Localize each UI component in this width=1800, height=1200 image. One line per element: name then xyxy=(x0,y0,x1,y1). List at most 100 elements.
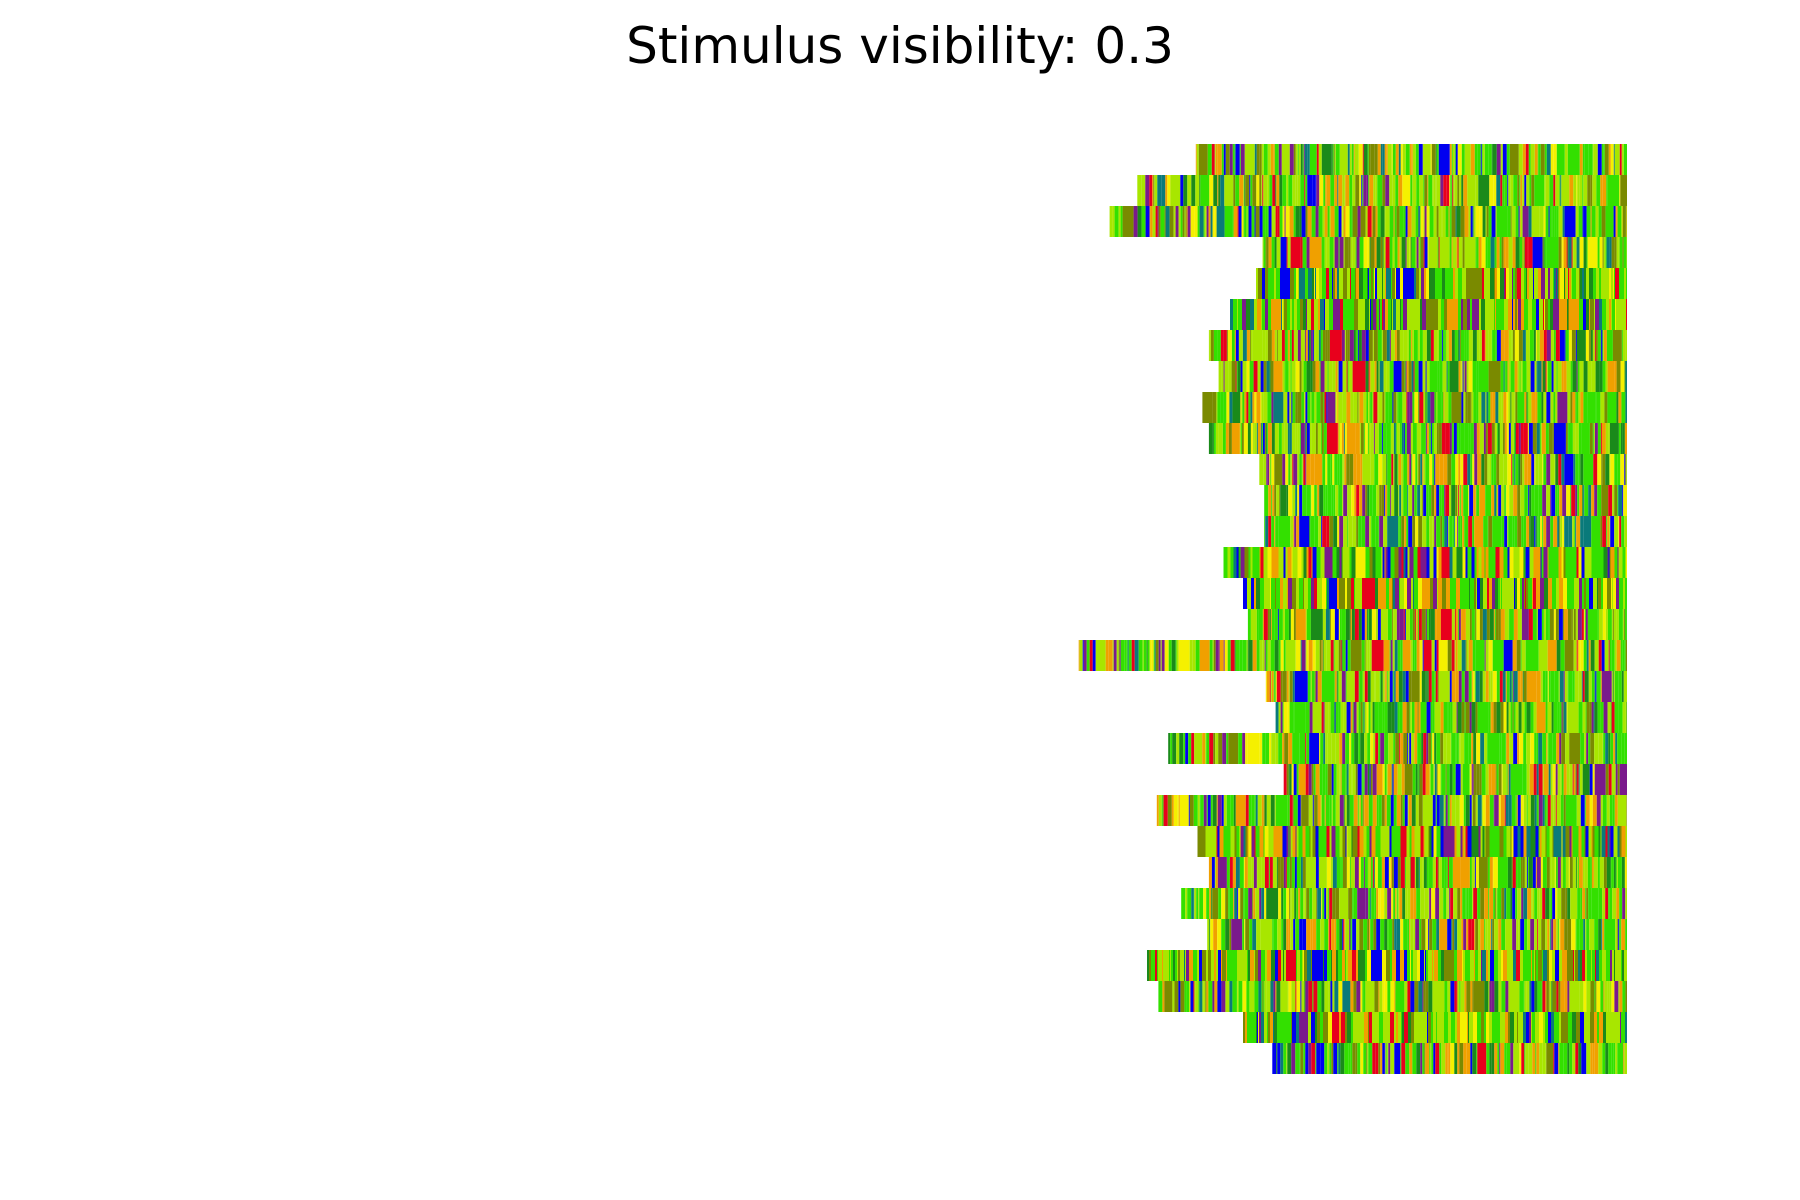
raster-stripe xyxy=(1546,857,1550,888)
raster-stripe xyxy=(1586,888,1589,919)
raster-stripe xyxy=(1481,330,1485,361)
raster-stripe xyxy=(1311,1012,1315,1043)
raster-stripe xyxy=(1469,702,1472,733)
raster-stripe xyxy=(1436,733,1441,764)
raster-stripe xyxy=(1254,795,1256,826)
raster-stripe xyxy=(1542,361,1546,392)
raster-stripe xyxy=(1519,175,1521,206)
raster-stripe xyxy=(1588,330,1590,361)
raster-stripe xyxy=(1372,702,1375,733)
raster-stripe xyxy=(1263,175,1268,206)
raster-stripe xyxy=(1618,485,1623,516)
raster-stripe xyxy=(1268,299,1271,330)
raster-stripe xyxy=(1362,578,1375,609)
raster-stripe xyxy=(1579,237,1584,268)
raster-stripe xyxy=(1312,919,1317,950)
raster-stripe xyxy=(1531,485,1535,516)
raster-stripe xyxy=(1485,547,1489,578)
raster-stripe xyxy=(1601,206,1606,237)
raster-stripe xyxy=(1476,1043,1478,1074)
raster-stripe xyxy=(1234,640,1236,671)
raster-stripe xyxy=(1518,423,1521,454)
raster-stripe xyxy=(1373,423,1375,454)
raster-stripe xyxy=(1498,392,1502,423)
raster-stripe xyxy=(1463,826,1465,857)
raster-stripe xyxy=(1335,485,1339,516)
raster-stripe xyxy=(1405,888,1408,919)
raster-stripe xyxy=(1536,330,1540,361)
raster-stripe xyxy=(1325,330,1328,361)
raster-stripe xyxy=(1505,361,1508,392)
raster-stripe xyxy=(1296,888,1299,919)
raster-stripe xyxy=(1474,144,1478,175)
raster-stripe xyxy=(1417,950,1420,981)
raster-stripe xyxy=(1462,950,1463,981)
raster-stripe xyxy=(1425,1043,1430,1074)
raster-stripe xyxy=(1282,175,1287,206)
raster-stripe xyxy=(1613,609,1617,640)
raster-stripe xyxy=(1233,299,1235,330)
raster-stripe xyxy=(1347,826,1352,857)
raster-stripe xyxy=(1420,485,1423,516)
raster-stripe xyxy=(1242,330,1247,361)
raster-stripe xyxy=(1310,330,1313,361)
raster-stripe xyxy=(1524,237,1528,268)
raster-stripe xyxy=(1333,144,1335,175)
raster-stripe xyxy=(1447,1043,1449,1074)
raster-stripe xyxy=(1601,640,1605,671)
raster-stripe xyxy=(1363,702,1365,733)
raster-stripe xyxy=(1426,423,1429,454)
raster-stripe xyxy=(1462,764,1470,795)
raster-stripe xyxy=(1109,206,1113,237)
raster-stripe xyxy=(1335,268,1337,299)
raster-stripe xyxy=(1342,733,1346,764)
raster-stripe xyxy=(1246,981,1250,1012)
raster-stripe xyxy=(1613,857,1616,888)
raster-stripe xyxy=(1428,950,1432,981)
raster-stripe xyxy=(1492,516,1502,547)
raster-stripe xyxy=(1575,206,1579,237)
raster-stripe xyxy=(1557,485,1560,516)
raster-stripe xyxy=(1385,299,1388,330)
raster-stripe xyxy=(1303,299,1306,330)
raster-stripe xyxy=(1460,826,1463,857)
raster-stripe xyxy=(1306,919,1311,950)
raster-stripe xyxy=(1263,795,1265,826)
raster-row xyxy=(1147,950,1627,981)
raster-stripe xyxy=(1449,206,1451,237)
raster-stripe xyxy=(1438,330,1442,361)
raster-stripe xyxy=(1579,485,1583,516)
raster-stripe xyxy=(1288,919,1291,950)
raster-stripe xyxy=(1283,888,1287,919)
raster-stripe xyxy=(1493,609,1495,640)
raster-stripe xyxy=(1579,299,1583,330)
raster-stripe xyxy=(1618,671,1622,702)
raster-stripe xyxy=(1557,764,1561,795)
raster-stripe xyxy=(1524,547,1526,578)
raster-stripe xyxy=(1380,826,1390,857)
raster-stripe xyxy=(1464,423,1469,454)
raster-stripe xyxy=(1233,175,1236,206)
raster-stripe xyxy=(1339,826,1343,857)
raster-stripe xyxy=(1353,454,1357,485)
raster-stripe xyxy=(1470,578,1473,609)
raster-stripe xyxy=(1324,237,1327,268)
raster-stripe xyxy=(1465,640,1467,671)
raster-stripe xyxy=(1475,299,1479,330)
raster-stripe xyxy=(1513,423,1515,454)
raster-stripe xyxy=(1252,392,1255,423)
raster-stripe xyxy=(1488,330,1492,361)
raster-stripe xyxy=(1554,268,1556,299)
raster-stripe xyxy=(1553,919,1557,950)
raster-stripe xyxy=(1406,237,1410,268)
raster-stripe xyxy=(1477,1043,1487,1074)
raster-stripe xyxy=(1337,175,1339,206)
raster-stripe xyxy=(1407,547,1410,578)
raster-stripe xyxy=(1325,454,1328,485)
raster-stripe xyxy=(1257,423,1261,454)
raster-stripe xyxy=(1293,144,1296,175)
raster-stripe xyxy=(1083,640,1087,671)
raster-stripe xyxy=(1290,361,1292,392)
raster-stripe xyxy=(1295,423,1298,454)
raster-stripe xyxy=(1463,392,1466,423)
